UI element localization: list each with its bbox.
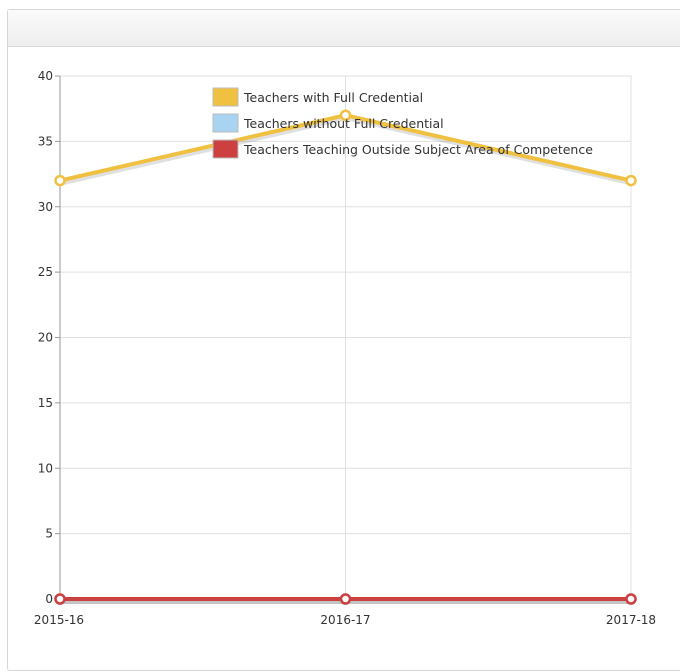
y-tick-label: 10	[38, 461, 53, 475]
legend-swatch	[212, 139, 239, 159]
y-tick-label: 30	[38, 200, 53, 214]
legend-label: Teachers Teaching Outside Subject Area o…	[243, 142, 593, 157]
series-point	[54, 174, 66, 187]
series-point	[54, 593, 66, 605]
y-tick-label: 40	[38, 69, 53, 83]
series-point	[339, 593, 352, 605]
legend-swatch	[212, 87, 239, 107]
y-tick-label: 15	[38, 396, 53, 410]
legend-label: Teachers with Full Credential	[243, 90, 423, 105]
x-tick-label: 2016-17	[320, 613, 370, 627]
panel-header	[8, 10, 680, 47]
y-tick-label: 25	[38, 265, 53, 279]
line-chart: 0 5 10 15 20 25 30 35 40 2015-16 2016-17 2017-18 T…	[34, 69, 656, 627]
legend[interactable]: Teachers with Full Credential Teachers wi…	[212, 87, 593, 159]
legend-swatch	[212, 113, 239, 133]
series-point	[625, 174, 637, 187]
series-point	[339, 109, 352, 121]
legend-item[interactable]: Teachers without Full Credential	[212, 113, 444, 133]
series-point	[625, 593, 637, 605]
y-tick-label: 5	[45, 527, 53, 541]
x-tick-label: 2017-18	[606, 613, 656, 627]
y-tick-label: 0	[45, 592, 53, 606]
legend-label: Teachers without Full Credential	[243, 116, 444, 131]
series-group	[54, 109, 637, 605]
y-tick-label: 20	[38, 331, 53, 345]
y-axis: 0 5 10 15 20 25 30 35 40	[38, 69, 61, 606]
legend-item[interactable]: Teachers Teaching Outside Subject Area o…	[212, 139, 593, 159]
x-tick-label: 2015-16	[34, 613, 84, 627]
legend-item[interactable]: Teachers with Full Credential	[212, 87, 423, 107]
y-tick-label: 35	[38, 134, 53, 148]
